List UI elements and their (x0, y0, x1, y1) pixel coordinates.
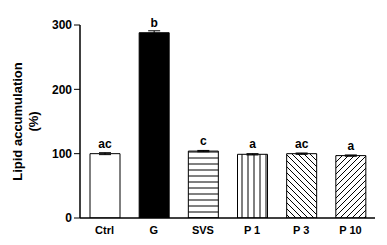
svg-text:Ctrl: Ctrl (95, 224, 114, 236)
svg-text:200: 200 (52, 83, 72, 97)
svg-text:ac: ac (98, 137, 112, 151)
svg-text:ac: ac (295, 137, 309, 151)
svg-text:100: 100 (52, 147, 72, 161)
svg-text:G: G (149, 224, 158, 236)
svg-text:P 10: P 10 (339, 224, 361, 236)
svg-text:300: 300 (52, 18, 72, 32)
svg-text:0: 0 (65, 211, 72, 225)
svg-text:a: a (249, 137, 256, 151)
svg-text:SVS: SVS (192, 224, 214, 236)
svg-text:b: b (150, 16, 157, 30)
svg-text:P 1: P 1 (244, 224, 260, 236)
svg-text:a: a (347, 139, 354, 153)
svg-text:Lipid accumulation(%): Lipid accumulation(%) (10, 62, 41, 181)
svg-text:P 3: P 3 (293, 224, 309, 236)
svg-text:c: c (200, 134, 207, 148)
